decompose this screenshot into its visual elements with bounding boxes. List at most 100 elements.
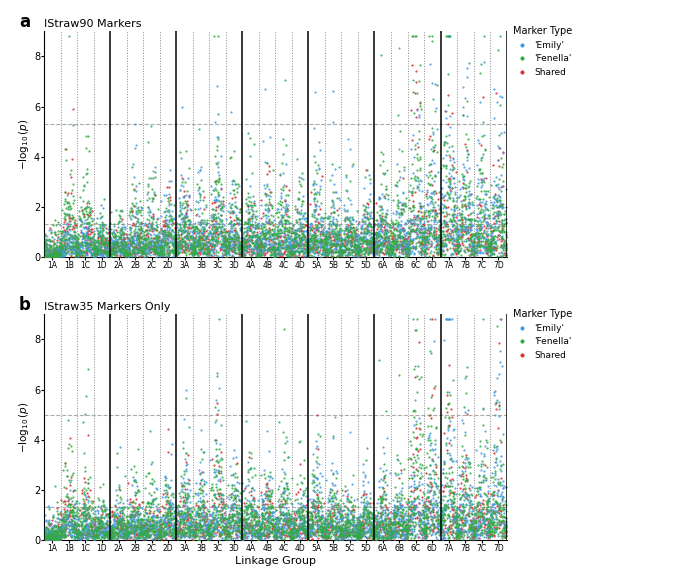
Point	[330, 235, 341, 244]
Point	[371, 232, 382, 241]
Point	[345, 246, 356, 255]
Point	[79, 508, 90, 517]
Point	[105, 530, 116, 540]
Point	[320, 239, 331, 249]
Point	[421, 510, 432, 519]
Point	[340, 170, 351, 180]
Point	[40, 528, 51, 537]
Point	[60, 508, 71, 517]
Point	[434, 503, 445, 512]
Point	[207, 480, 218, 489]
Point	[76, 215, 87, 224]
Point	[108, 531, 119, 540]
Point	[225, 521, 236, 530]
Point	[280, 141, 291, 150]
Point	[332, 498, 343, 508]
Point	[369, 243, 379, 253]
Point	[482, 522, 493, 531]
Point	[79, 521, 90, 530]
Point	[74, 238, 85, 248]
Point	[296, 498, 307, 508]
Point	[414, 214, 425, 224]
Point	[136, 249, 147, 258]
Point	[341, 521, 352, 530]
Point	[43, 252, 54, 261]
Point	[456, 518, 467, 527]
Point	[364, 230, 375, 239]
Point	[172, 239, 183, 249]
Point	[484, 238, 495, 248]
Point	[162, 517, 173, 526]
Point	[342, 135, 353, 144]
Point	[140, 525, 151, 535]
Point	[393, 528, 404, 537]
Point	[122, 241, 133, 250]
Point	[201, 519, 212, 529]
Point	[447, 193, 458, 203]
Point	[227, 533, 238, 543]
Point	[156, 246, 167, 256]
Point	[458, 510, 469, 519]
Point	[120, 239, 131, 248]
Point	[210, 522, 221, 531]
Point	[96, 233, 107, 242]
Point	[304, 245, 315, 254]
Point	[150, 231, 161, 240]
Point	[217, 515, 228, 525]
Point	[225, 188, 236, 197]
Point	[44, 530, 55, 540]
Point	[195, 219, 206, 228]
Point	[421, 512, 432, 522]
Point	[114, 513, 125, 522]
Point	[480, 516, 491, 525]
Point	[237, 520, 248, 529]
Point	[244, 225, 255, 234]
Point	[184, 232, 195, 241]
Point	[275, 249, 286, 259]
Point	[197, 225, 208, 235]
Point	[165, 246, 176, 256]
Point	[435, 522, 446, 531]
Point	[371, 523, 382, 533]
Point	[59, 519, 70, 528]
Point	[238, 239, 249, 249]
Point	[441, 31, 452, 41]
Point	[193, 224, 204, 233]
Point	[227, 523, 238, 532]
Point	[427, 202, 438, 211]
Point	[158, 529, 169, 539]
Point	[145, 206, 155, 215]
Point	[101, 247, 112, 256]
Point	[278, 244, 289, 253]
Point	[63, 495, 74, 504]
Point	[316, 175, 327, 185]
Point	[377, 233, 388, 242]
Point	[238, 237, 249, 246]
Point	[138, 525, 149, 534]
Point	[471, 243, 482, 252]
Point	[345, 527, 356, 536]
Point	[233, 241, 244, 250]
Point	[197, 532, 208, 541]
Point	[193, 521, 204, 530]
Point	[293, 247, 304, 256]
Point	[286, 247, 297, 256]
Point	[420, 506, 431, 515]
Point	[416, 227, 427, 236]
Point	[421, 494, 432, 503]
Point	[395, 530, 406, 540]
Point	[221, 523, 232, 532]
Point	[195, 245, 206, 254]
Point	[356, 521, 367, 530]
Point	[298, 196, 309, 206]
Point	[134, 510, 145, 519]
Point	[348, 251, 359, 260]
Point	[114, 244, 125, 253]
Point	[359, 236, 370, 246]
Point	[98, 526, 109, 536]
Point	[189, 504, 200, 514]
Point	[234, 513, 245, 522]
Point	[59, 525, 70, 534]
Point	[419, 207, 430, 217]
Point	[491, 196, 502, 206]
